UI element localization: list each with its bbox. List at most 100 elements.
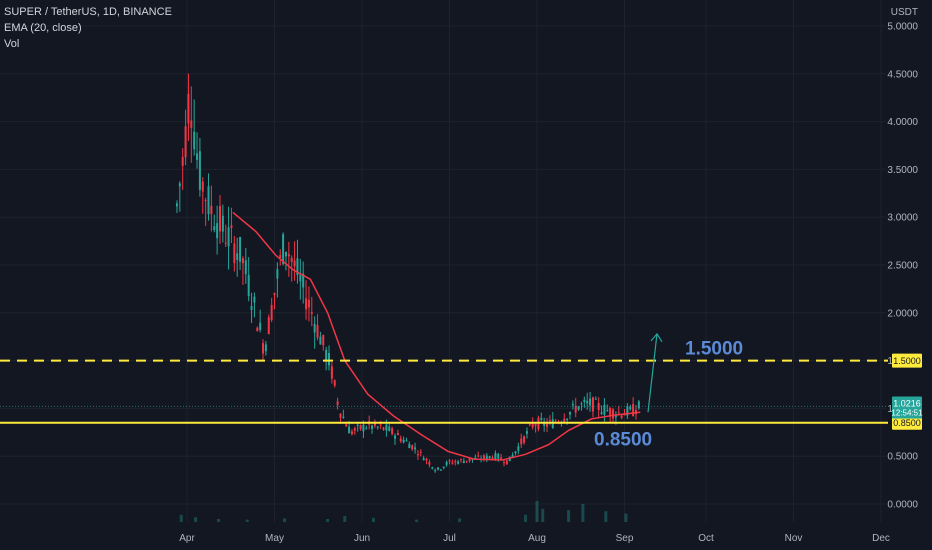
candle-body — [491, 457, 494, 460]
candle-body — [637, 401, 640, 409]
candle-body — [385, 424, 388, 431]
candle-body — [210, 205, 213, 215]
volume-bar — [217, 519, 221, 522]
candle-body — [422, 458, 425, 461]
candle-body — [534, 424, 537, 426]
x-tick-label: Jun — [354, 533, 370, 544]
x-tick-label: Jul — [443, 533, 456, 544]
countdown-label: 12:54:51 — [891, 408, 923, 417]
x-tick-label: Apr — [179, 533, 195, 544]
candle-body — [546, 423, 549, 427]
candle-body — [511, 455, 514, 458]
candle-body — [431, 467, 434, 469]
volume-bar — [371, 517, 375, 522]
candle-body — [405, 440, 408, 442]
candle-body — [359, 425, 362, 430]
candle-body — [525, 431, 528, 434]
candle-body — [382, 427, 385, 430]
candle-body — [514, 451, 517, 454]
candle-body — [175, 203, 178, 207]
y-tick-label: 2.0000 — [887, 308, 918, 319]
candle-body — [319, 336, 322, 345]
candle-body — [284, 252, 287, 257]
y-tick-label: 3.0000 — [887, 213, 918, 224]
candle-body — [270, 305, 273, 321]
candle-body — [187, 93, 190, 124]
candle-body — [574, 405, 577, 413]
y-tick-label: 0.5000 — [887, 452, 918, 463]
volume-bar — [458, 518, 462, 522]
candle-body — [629, 406, 632, 410]
level-badge — [892, 353, 922, 368]
candle-body — [333, 380, 336, 386]
candle-body — [497, 453, 500, 459]
candle-body — [419, 451, 422, 453]
candle-body — [494, 453, 497, 460]
candle-body — [353, 428, 356, 431]
volume-bar — [194, 517, 198, 522]
candle-body — [325, 350, 328, 361]
candle-body — [471, 458, 474, 460]
candle-body — [583, 399, 586, 403]
x-tick-label: May — [265, 533, 284, 544]
candle-body — [262, 343, 265, 354]
candle-body — [439, 469, 442, 471]
level-badge — [892, 415, 922, 430]
y-tick-label: 3.5000 — [887, 165, 918, 176]
candle-body — [393, 435, 396, 439]
candle-body — [307, 299, 310, 308]
y-tick-label: 5.0000 — [887, 22, 918, 33]
candle-body — [600, 412, 603, 414]
candle-body — [425, 458, 428, 461]
candle-body — [316, 324, 319, 338]
annotations: 1.5000 0.8500 — [594, 339, 743, 451]
level-annotation: 0.8500 — [594, 430, 652, 451]
candle-body — [293, 260, 296, 267]
candle-body — [224, 242, 227, 244]
candle-body — [520, 438, 523, 445]
y-tick-label: 4.5000 — [887, 69, 918, 80]
candle-body — [626, 406, 629, 416]
candle-body — [517, 446, 520, 451]
candle-body — [282, 234, 285, 264]
candle-body — [428, 462, 431, 465]
last-price-badge — [892, 396, 922, 419]
volume-bar — [179, 514, 183, 522]
candle-body — [365, 427, 368, 429]
candle-body — [505, 460, 508, 465]
volume-bar — [567, 510, 571, 522]
candle-body — [253, 296, 256, 303]
y-axis: 0.00000.50001.00001.50002.00002.50003.00… — [887, 7, 918, 511]
ema-line — [232, 211, 641, 461]
candle-body — [434, 470, 437, 472]
candle-body — [259, 322, 262, 331]
level-badge-label: 1.5000 — [893, 356, 921, 366]
ema-legend: EMA (20, close) — [4, 22, 82, 34]
candle-body — [250, 305, 253, 310]
candle-body — [577, 406, 580, 410]
x-tick-label: Oct — [698, 533, 714, 544]
projection-line — [647, 333, 658, 413]
candle-body — [196, 153, 199, 160]
candle-body — [256, 327, 259, 332]
x-tick-label: Nov — [785, 533, 803, 544]
candle-body — [416, 454, 419, 456]
candle-body — [445, 462, 448, 465]
candle-body — [437, 467, 440, 470]
candle-body — [571, 403, 574, 406]
candle-body — [462, 460, 465, 464]
candle-body — [201, 181, 204, 192]
candle-body — [279, 255, 282, 258]
candle-body — [568, 412, 571, 415]
candle-body — [181, 157, 184, 166]
candle-body — [632, 404, 635, 417]
candle-body — [503, 462, 506, 464]
candle-body — [218, 206, 221, 232]
candle-body — [178, 183, 181, 187]
grid — [0, 0, 886, 522]
candle-body — [356, 424, 359, 426]
candle-body — [264, 344, 267, 352]
candle-body — [190, 120, 193, 128]
